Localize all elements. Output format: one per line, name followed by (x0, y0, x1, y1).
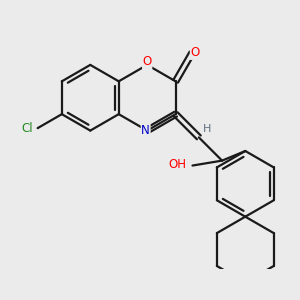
Text: N: N (141, 124, 150, 137)
Text: O: O (142, 56, 152, 68)
Text: OH: OH (169, 158, 187, 171)
Text: H: H (203, 124, 211, 134)
Text: O: O (190, 46, 200, 59)
Text: Cl: Cl (22, 122, 33, 135)
